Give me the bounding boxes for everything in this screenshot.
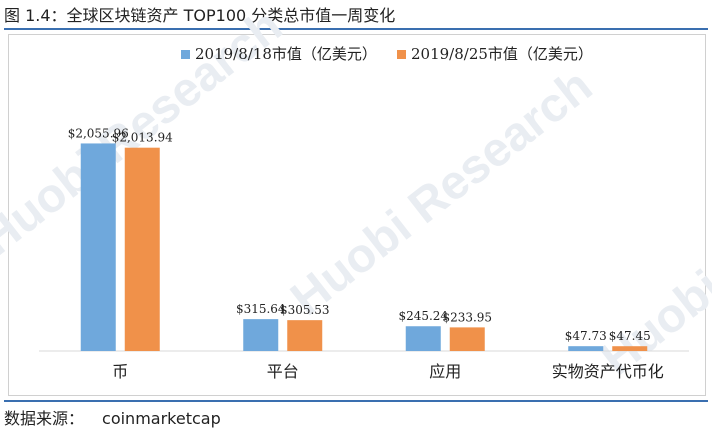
bar-1-1 [80,143,116,351]
category-label-4: 实物资产代币化 [552,362,664,381]
category-labels-group: 币 平台 应用 实物资产代币化 [112,362,664,381]
data-label-1-4: $47.73 [565,329,607,343]
source-value: coinmarketcap [102,409,221,428]
data-label-2-4: $47.45 [609,329,651,343]
source-line: 数据来源： coinmarketcap [4,400,708,438]
bar-2-1 [124,147,160,351]
legend-swatch-1 [181,50,190,59]
bars-group [80,143,648,351]
legend: 2019/8/18市值（亿美元） 2019/8/25市值（亿美元） [181,45,593,63]
legend-swatch-2 [397,50,406,59]
data-label-1-1: $2,055.96 [68,126,129,140]
data-label-2-2: $305.53 [280,303,330,317]
bar-1-4 [568,346,604,351]
bar-chart: 2019/8/18市值（亿美元） 2019/8/25市值（亿美元） $2,055.… [39,45,689,381]
data-label-1-3: $245.24 [398,309,448,323]
chart-frame: Huobi Research Huobi Research Huobi Rese… [0,0,712,396]
data-label-2-3: $233.95 [442,310,492,324]
bar-1-2 [243,319,279,351]
category-label-2: 平台 [267,362,299,381]
figure-title: 图 1.4：全球区块链资产 TOP100 分类总市值一周变化 [4,4,708,30]
bar-2-2 [287,320,323,351]
bar-1-3 [405,326,441,351]
legend-label-2: 2019/8/25市值（亿美元） [411,45,593,63]
data-labels-group: $2,055.96$2,013.94$315.64$305.53 $245.24$… [68,126,651,343]
bar-2-4 [612,346,648,351]
source-label: 数据来源： [4,409,85,428]
category-label-3: 应用 [429,362,461,381]
bar-2-3 [449,327,485,351]
legend-label-1: 2019/8/18市值（亿美元） [195,45,377,63]
data-label-1-2: $315.64 [236,302,286,316]
data-label-2-1: $2,013.94 [112,131,173,145]
category-label-1: 币 [112,362,128,381]
